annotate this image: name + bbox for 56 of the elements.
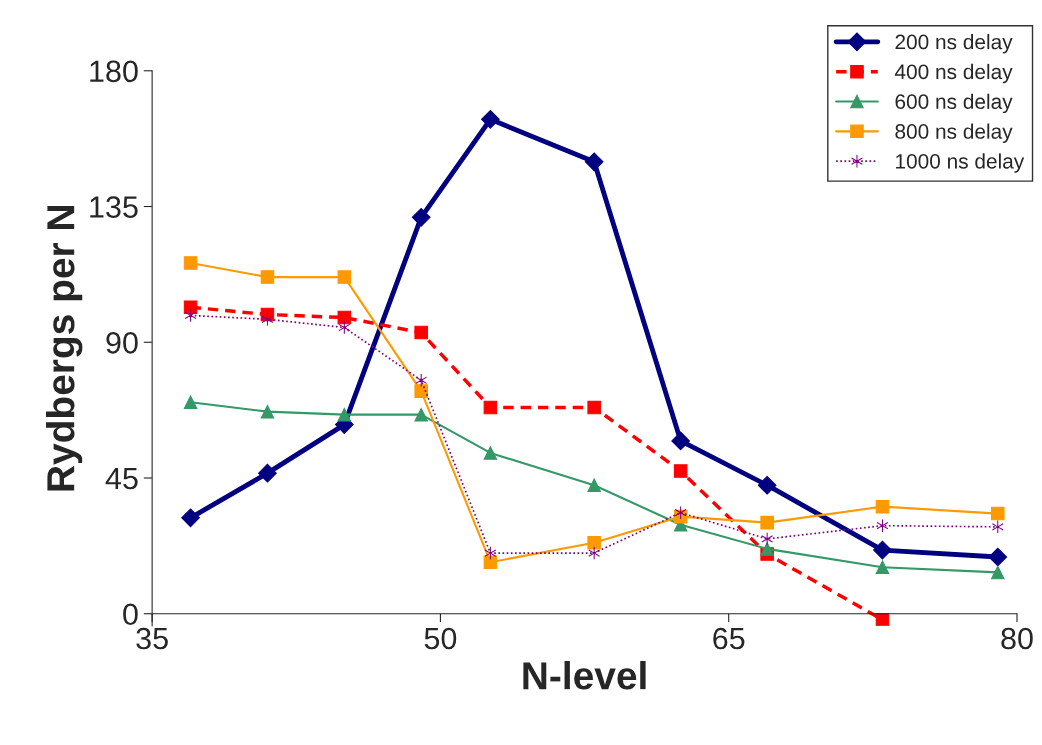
point [483, 400, 498, 415]
point [673, 464, 688, 478]
point [587, 400, 601, 415]
point [483, 446, 498, 460]
y-tick-label: 45 [105, 468, 138, 490]
y-tick-label: 180 [90, 60, 138, 83]
point [876, 518, 889, 533]
x-tick-label: 80 [1001, 627, 1033, 650]
point [337, 310, 352, 325]
point [184, 308, 197, 323]
point [414, 384, 428, 398]
point [337, 407, 352, 422]
point [991, 506, 1005, 521]
point [183, 395, 198, 410]
point [587, 478, 601, 492]
point [674, 505, 687, 520]
point [484, 546, 497, 560]
legend-label: 800 ns delay [895, 123, 1013, 143]
legend-label: 1000 ns delay [896, 153, 1025, 173]
point [183, 256, 198, 270]
point [991, 565, 1005, 580]
point [260, 270, 275, 284]
point [587, 536, 601, 550]
point [258, 463, 277, 483]
point [760, 542, 774, 556]
point [411, 208, 431, 227]
legend-label: 600 ns delay [895, 93, 1013, 114]
point [757, 475, 777, 495]
x-tick-label: 35 [136, 627, 168, 650]
y-tick-label: 90 [106, 331, 138, 354]
point [483, 555, 498, 569]
point [261, 312, 274, 327]
point [338, 320, 351, 335]
point [481, 109, 500, 129]
point [875, 560, 890, 575]
x-tick-label: 65 [713, 627, 745, 650]
y-axis-title: Rydbergs per N [45, 206, 83, 491]
y-tick-label: 135 [90, 196, 138, 218]
point [584, 152, 604, 172]
point [875, 499, 890, 514]
point [414, 407, 428, 422]
point [337, 270, 352, 284]
point [183, 300, 198, 315]
point [414, 325, 428, 340]
legend-label: 400 ns delay [894, 63, 1013, 84]
point [873, 540, 892, 560]
point [988, 547, 1008, 567]
x-axis-title: N-level [523, 660, 646, 690]
x-tick-label: 50 [424, 627, 457, 650]
point [181, 508, 200, 528]
point [415, 373, 428, 388]
point [260, 404, 275, 419]
point [671, 431, 691, 451]
point [760, 515, 774, 530]
y-tick-label: 0 [123, 603, 138, 626]
legend-label: 200 ns delay [895, 34, 1013, 54]
